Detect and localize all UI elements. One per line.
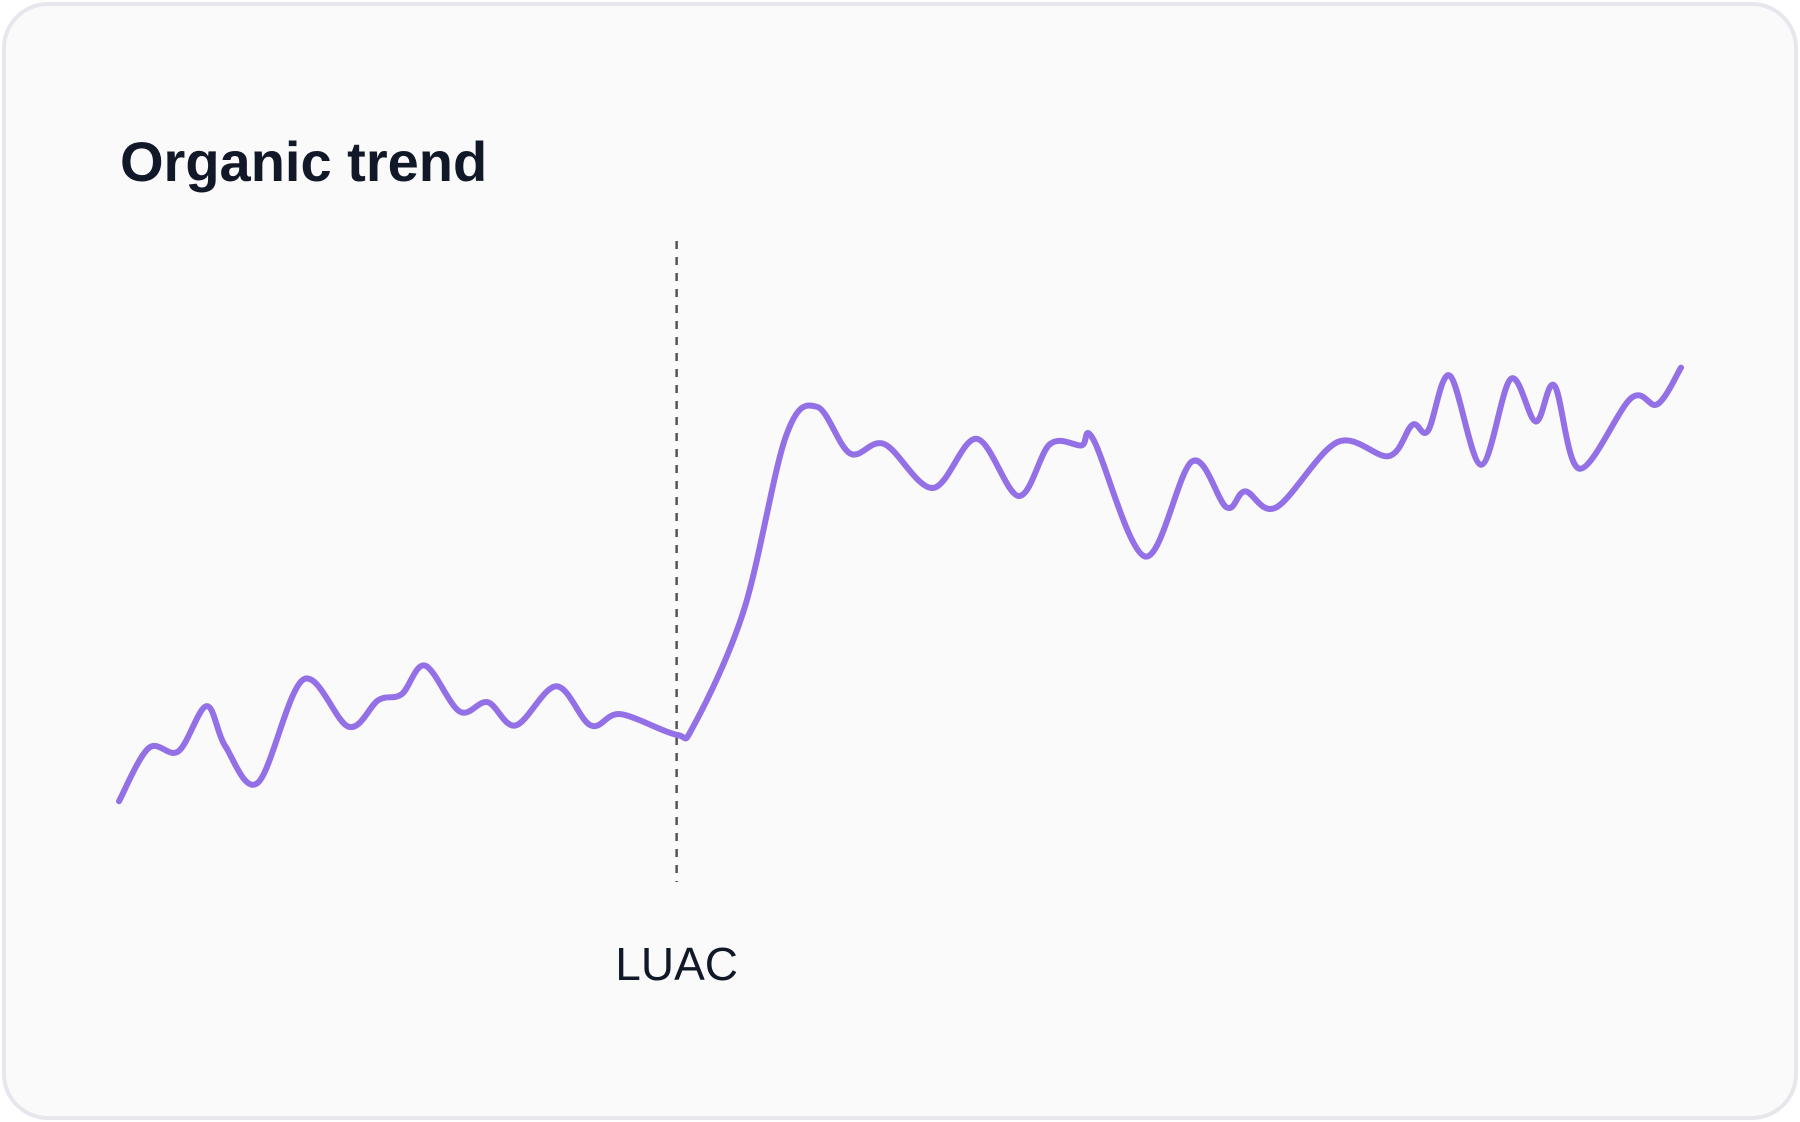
trend-line	[116, 364, 1684, 805]
annotation-label: LUAC	[615, 938, 738, 990]
chart-title: Organic trend	[120, 130, 487, 193]
